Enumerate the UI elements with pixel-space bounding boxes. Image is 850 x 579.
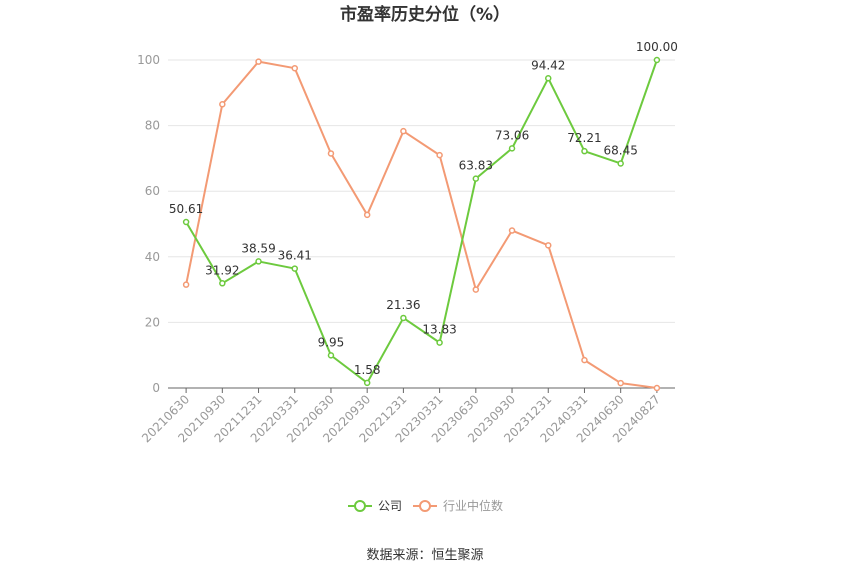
data-label-company: 31.92 — [205, 263, 239, 277]
point-company[interactable] — [327, 352, 335, 359]
point-company[interactable] — [219, 280, 226, 287]
point-industry-median[interactable] — [436, 151, 443, 159]
legend: 公司 行业中位数 — [348, 498, 503, 513]
data-label-company: 13.83 — [422, 323, 456, 337]
point-industry-median[interactable] — [219, 101, 226, 108]
grid-lines — [168, 59, 675, 323]
y-tick-label: 80 — [145, 119, 160, 133]
y-tick-label: 60 — [145, 184, 160, 198]
point-company[interactable] — [581, 147, 588, 155]
y-tick-label: 40 — [145, 250, 160, 264]
data-label-company: 63.83 — [459, 159, 493, 173]
data-label-company: 50.61 — [169, 202, 203, 216]
point-industry-median[interactable] — [363, 211, 371, 219]
data-label-company: 94.42 — [531, 58, 565, 72]
data-label-company: 9.95 — [318, 335, 345, 349]
data-label-company: 72.21 — [567, 131, 601, 145]
legend-label-industry-median: 行业中位数 — [443, 498, 503, 513]
point-company[interactable] — [291, 265, 298, 272]
y-tick-label: 100 — [137, 53, 160, 67]
data-label-company: 73.06 — [495, 128, 529, 142]
data-label-company: 21.36 — [386, 298, 420, 312]
point-company[interactable] — [255, 258, 262, 265]
point-industry-median[interactable] — [472, 286, 480, 293]
point-industry-median[interactable] — [617, 379, 624, 387]
data-label-company: 38.59 — [241, 241, 275, 255]
legend-marker-company-icon — [354, 500, 366, 512]
series-line-company — [185, 59, 658, 384]
point-industry-median[interactable] — [508, 227, 516, 234]
legend-item-company[interactable]: 公司 — [348, 499, 402, 513]
legend-marker-industry-icon — [419, 500, 431, 512]
point-industry-median[interactable] — [182, 281, 190, 288]
legend-item-industry-median[interactable]: 行业中位数 — [413, 498, 503, 513]
point-company[interactable] — [182, 218, 190, 226]
point-industry-median[interactable] — [581, 356, 588, 364]
point-industry-median[interactable] — [653, 384, 661, 392]
data-label-company: 68.45 — [603, 143, 637, 157]
axes: 0204060801002021063020210930202112312022… — [137, 53, 675, 445]
y-tick-label: 0 — [152, 381, 160, 395]
point-company[interactable] — [545, 75, 552, 82]
data-source: 数据来源：恒生聚源 — [366, 548, 483, 563]
point-industry-median[interactable] — [255, 58, 262, 65]
series-lines — [182, 56, 661, 392]
point-company[interactable] — [653, 56, 661, 64]
point-company[interactable] — [508, 145, 516, 152]
series-line-industry-median — [185, 60, 658, 389]
point-company[interactable] — [472, 175, 480, 182]
point-company[interactable] — [436, 339, 443, 346]
point-industry-median[interactable] — [400, 127, 407, 135]
data-label-company: 100.00 — [636, 40, 678, 54]
data-label-company: 36.41 — [278, 249, 312, 263]
point-industry-median[interactable] — [545, 242, 552, 249]
point-company[interactable] — [400, 314, 407, 322]
y-tick-label: 20 — [145, 315, 160, 329]
chart-title: 市盈率历史分位（%） — [340, 4, 510, 25]
point-company[interactable] — [363, 379, 371, 387]
legend-label-company: 公司 — [378, 499, 402, 513]
point-company[interactable] — [617, 160, 624, 167]
data-label-company: 1.58 — [354, 363, 381, 377]
point-industry-median[interactable] — [291, 64, 298, 72]
point-industry-median[interactable] — [327, 150, 335, 157]
